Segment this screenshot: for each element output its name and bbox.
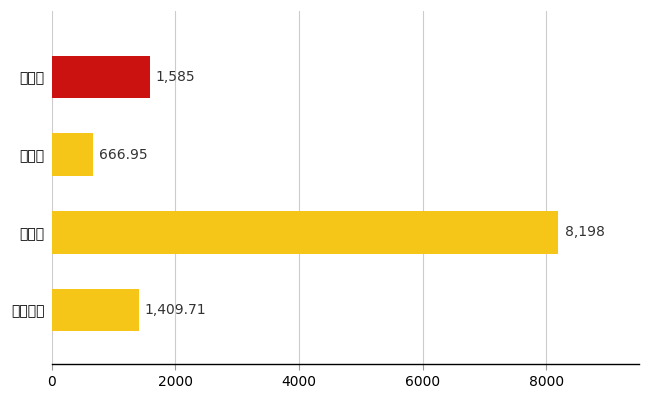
Bar (51, 211, 558, 254)
Text: 666.95: 666.95 (99, 148, 148, 162)
Text: 8,198: 8,198 (565, 226, 604, 240)
Text: 1,585: 1,585 (156, 70, 196, 84)
Text: 1,409.71: 1,409.71 (145, 303, 207, 317)
Bar (51, 56, 150, 98)
Bar (51, 289, 138, 332)
Bar (51, 134, 93, 176)
